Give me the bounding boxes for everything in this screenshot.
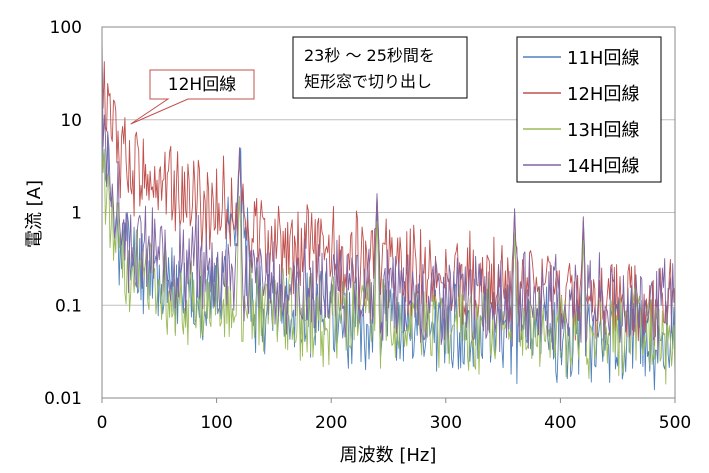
series-layer bbox=[102, 33, 675, 391]
legend-label-1: 11H回線 bbox=[567, 48, 639, 69]
y-axis-label: 電流 [A] bbox=[24, 180, 45, 248]
y-tick-label: 0.1 bbox=[55, 296, 82, 316]
y-tick-label: 0.01 bbox=[44, 389, 82, 409]
y-tick-label: 10 bbox=[60, 111, 82, 131]
annotation-note: 23秒 ～ 25秒間を 矩形窓で切り出し bbox=[292, 36, 468, 99]
x-tick-label: 0 bbox=[97, 413, 108, 433]
legend-label-3: 13H回線 bbox=[567, 120, 639, 141]
x-axis-label: 周波数 [Hz] bbox=[340, 445, 437, 466]
x-tick-label: 500 bbox=[659, 413, 691, 433]
x-tick-label: 100 bbox=[200, 413, 232, 433]
x-tick-label: 300 bbox=[430, 413, 462, 433]
series-line-4 bbox=[102, 33, 675, 356]
legend-label-4: 14H回線 bbox=[567, 156, 639, 177]
legend-label-2: 12H回線 bbox=[567, 84, 639, 105]
y-tick-label: 100 bbox=[50, 18, 82, 38]
y-ticks: 0.01 0.1 1 10 100 bbox=[44, 18, 82, 409]
plot-frame bbox=[101, 26, 676, 399]
callout-text: 12H回線 bbox=[168, 75, 236, 95]
legend-box bbox=[516, 36, 662, 183]
x-tick-label: 400 bbox=[544, 413, 576, 433]
series-line-2 bbox=[102, 61, 675, 347]
annotation-note-line-2: 矩形窓で切り出し bbox=[304, 72, 432, 91]
callout-shape bbox=[130, 69, 255, 125]
legend: 11H回線 12H回線 13H回線 14H回線 bbox=[516, 36, 662, 183]
y-tick-label: 1 bbox=[71, 204, 82, 224]
x-tick-label: 200 bbox=[315, 413, 347, 433]
annotation-note-line-1: 23秒 ～ 25秒間を bbox=[304, 46, 435, 65]
x-ticks: 0 100 200 300 400 500 bbox=[97, 398, 691, 433]
callout: 12H回線 bbox=[130, 69, 255, 125]
